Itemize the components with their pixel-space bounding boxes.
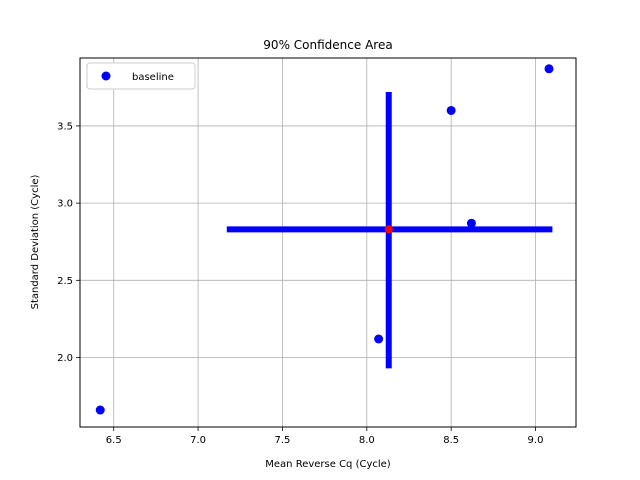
x-tick-label: 8.0 — [359, 435, 375, 446]
data-point — [95, 405, 105, 415]
y-tick-label: 2.0 — [57, 353, 73, 364]
data-point — [374, 334, 384, 344]
x-tick-label: 7.5 — [274, 435, 290, 446]
legend-box — [86, 62, 196, 90]
legend: baseline — [86, 62, 196, 90]
y-tick-label: 3.5 — [57, 121, 73, 132]
x-tick-label: 6.5 — [106, 435, 122, 446]
legend-marker-baseline — [101, 71, 111, 81]
data-points — [95, 64, 554, 415]
x-tick-label: 8.5 — [443, 435, 459, 446]
x-tick-label: 9.0 — [528, 435, 544, 446]
legend-label-baseline: baseline — [132, 72, 174, 83]
data-point — [544, 64, 554, 74]
y-axis-label: Standard Deviation (Cycle) — [30, 175, 41, 310]
center-point — [384, 225, 393, 234]
plot-area-frame — [79, 57, 577, 428]
x-axis-ticks: 6.5 7.0 7.5 8.0 8.5 9.0 — [106, 427, 544, 446]
y-tick-label: 3.0 — [57, 199, 73, 210]
chart-title: 90% Confidence Area — [263, 38, 392, 52]
y-tick-label: 2.5 — [57, 276, 73, 287]
y-axis-ticks: 2.0 2.5 3.0 3.5 — [57, 121, 80, 364]
x-axis-label: Mean Reverse Cq (Cycle) — [265, 459, 391, 470]
x-tick-label: 7.0 — [190, 435, 206, 446]
grid — [80, 58, 576, 427]
data-point — [446, 105, 456, 115]
data-point — [466, 218, 476, 228]
